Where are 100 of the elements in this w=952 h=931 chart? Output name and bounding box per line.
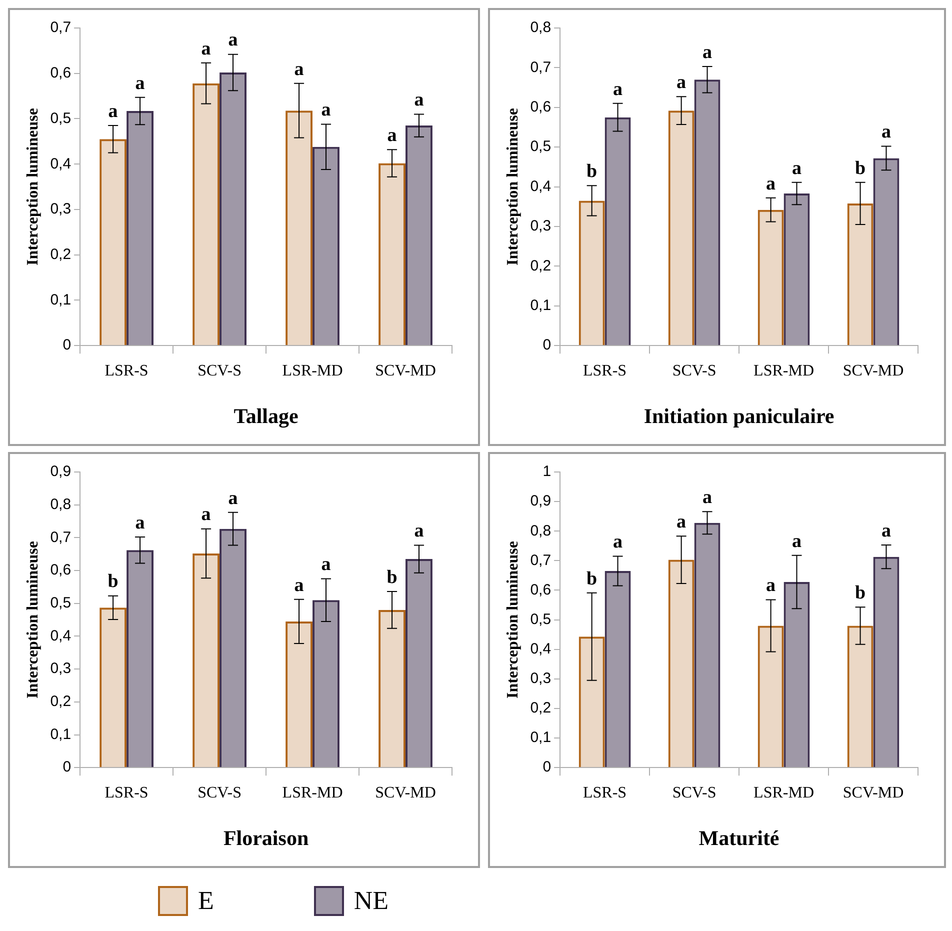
bar	[578, 200, 605, 346]
bar	[604, 117, 631, 346]
bar	[847, 203, 874, 346]
x-tick-label: LSR-MD	[754, 362, 814, 380]
y-axis-title: Interception lumineuse	[24, 541, 42, 699]
bar	[192, 553, 220, 768]
data-label: a	[135, 72, 146, 94]
x-tick-label: SCV-S	[198, 362, 242, 380]
x-tick-label: SCV-S	[672, 362, 716, 380]
x-tick-label: SCV-MD	[842, 784, 904, 802]
data-label: a	[676, 512, 687, 533]
data-label: a	[766, 173, 776, 194]
bar	[694, 522, 720, 768]
y-tick-label: 0,6	[530, 581, 552, 598]
y-axis-title: Interception lumineuse	[504, 541, 522, 699]
y-tick-label: 0,1	[50, 726, 72, 743]
bar	[668, 110, 694, 346]
data-label: a	[135, 512, 146, 534]
bar	[847, 626, 874, 768]
x-tick-label: SCV-MD	[375, 784, 436, 802]
bar	[578, 636, 605, 768]
data-label: a	[613, 78, 624, 100]
data-label: a	[792, 158, 802, 179]
data-label: b	[108, 571, 118, 592]
x-tick-label: LSR-MD	[282, 784, 343, 802]
bar	[604, 571, 631, 768]
y-tick-label: 0,6	[50, 64, 72, 82]
bar	[406, 126, 432, 346]
data-label: a	[792, 530, 802, 552]
x-tick-label: LSR-MD	[754, 784, 814, 802]
y-tick-label: 0,5	[50, 594, 72, 612]
y-tick-label: 0,1	[530, 297, 552, 314]
y-tick-label: 0,7	[50, 528, 72, 546]
y-tick-label: 1	[542, 463, 552, 480]
data-label: b	[854, 582, 866, 604]
bar	[286, 621, 313, 768]
bar	[694, 80, 720, 346]
bar	[220, 528, 246, 768]
y-tick-label: 0,5	[530, 610, 552, 628]
y-tick-label: 0,4	[530, 640, 552, 658]
data-label: a	[294, 58, 304, 80]
y-tick-label: 0,2	[50, 246, 72, 263]
y-tick-label: 0,8	[530, 522, 552, 540]
data-label: a	[613, 532, 624, 553]
x-axis-title: Tallage	[234, 404, 298, 428]
data-label: a	[676, 72, 687, 94]
data-label: a	[321, 100, 332, 121]
y-tick-label: 0	[542, 336, 552, 354]
x-axis-title: Initiation paniculaire	[644, 404, 834, 428]
x-tick-label: LSR-S	[583, 784, 627, 802]
y-tick-label: 0,9	[50, 463, 72, 480]
data-label: a	[881, 520, 892, 542]
x-tick-label: SCV-MD	[375, 362, 436, 380]
y-tick-label: 0,5	[50, 110, 72, 127]
x-axis-title: Maturité	[698, 826, 780, 850]
x-tick-label: LSR-S	[583, 362, 627, 380]
y-tick-label: 0,2	[530, 257, 552, 274]
bar	[220, 72, 246, 346]
y-tick-label: 0,1	[50, 291, 72, 308]
data-label: b	[854, 158, 866, 179]
x-tick-label: LSR-S	[104, 784, 148, 802]
bar	[312, 600, 340, 768]
x-axis-title: Floraison	[223, 826, 309, 850]
data-label: a	[766, 575, 776, 596]
data-label: a	[702, 42, 713, 63]
data-label: a	[702, 487, 713, 508]
y-tick-label: 0,7	[530, 552, 552, 569]
y-tick-label: 0,9	[530, 492, 552, 510]
y-tick-label: 0,4	[50, 627, 72, 644]
data-label: a	[387, 125, 398, 146]
data-label: a	[228, 488, 238, 509]
y-tick-label: 0,3	[50, 200, 72, 218]
data-label: a	[294, 574, 304, 596]
bar	[126, 111, 154, 346]
bar	[286, 110, 313, 346]
bar	[784, 194, 810, 346]
y-axis-title: Interception lumineuse	[504, 108, 522, 266]
y-tick-label: 0	[62, 336, 72, 354]
data-label: a	[414, 90, 424, 111]
bar	[668, 560, 694, 768]
data-label: b	[586, 161, 598, 182]
x-tick-label: LSR-S	[104, 362, 148, 380]
data-label: a	[228, 30, 238, 51]
data-label: a	[201, 38, 212, 60]
bar	[873, 556, 900, 768]
data-label: b	[586, 568, 598, 590]
y-tick-label: 0,3	[530, 218, 552, 235]
data-label: a	[321, 554, 332, 576]
y-tick-label: 0,7	[530, 58, 552, 76]
y-tick-label: 0	[542, 758, 552, 776]
y-tick-label: 0,2	[50, 693, 72, 710]
y-axis-title: Interception lumineuse	[24, 108, 42, 266]
x-tick-label: SCV-MD	[842, 362, 904, 380]
legend-label: NE	[354, 886, 389, 916]
y-tick-label: 0,4	[50, 155, 72, 172]
y-tick-label: 0,3	[530, 670, 552, 688]
legend-label: E	[198, 886, 214, 916]
x-tick-label: LSR-MD	[282, 362, 343, 380]
y-tick-label: 0,8	[50, 496, 72, 513]
y-tick-label: 0,1	[530, 729, 552, 746]
